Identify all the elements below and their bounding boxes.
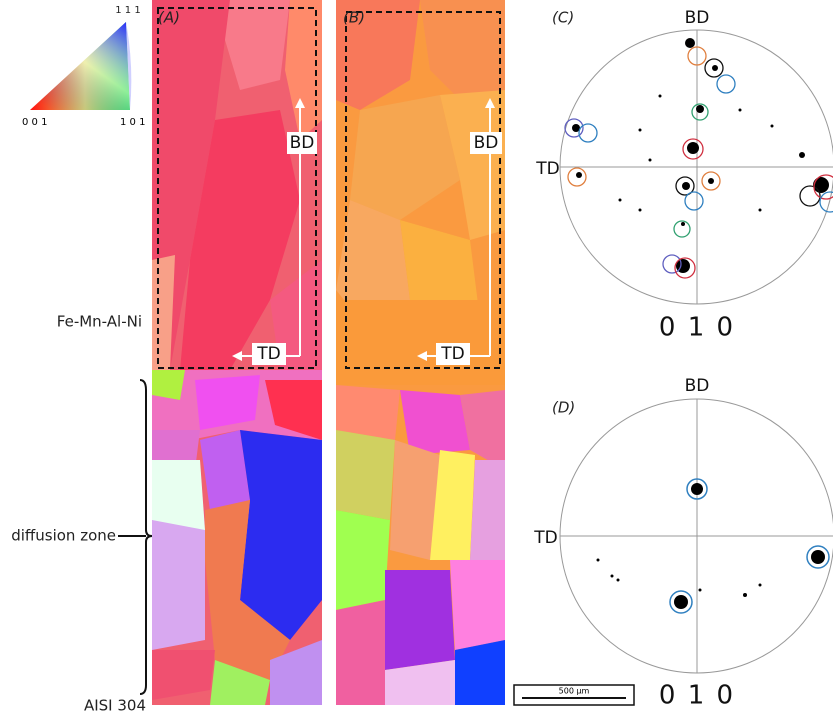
pole-left: TD xyxy=(535,159,559,179)
scale-bar-label: 500 µm xyxy=(559,687,590,696)
ipf-key: 1 1 1 0 0 1 1 0 1 xyxy=(22,5,145,128)
ipf-label: 1 1 1 xyxy=(115,5,140,16)
bd-label: BD xyxy=(290,133,315,153)
figure: 1 1 1 0 0 1 1 0 1 (A) BD TD (B) BD TD Fe… xyxy=(0,0,833,718)
ebsd-map-b xyxy=(336,0,505,705)
td-label: TD xyxy=(256,344,280,364)
panel-label: (A) xyxy=(158,9,180,27)
pole-figure-d xyxy=(560,399,833,673)
side-label: AISI 304 xyxy=(84,697,146,715)
td-label: TD xyxy=(440,344,464,364)
pole-top: BD xyxy=(685,8,710,28)
pole-figure-c xyxy=(560,30,833,304)
pole-bottom: 0 1 0 xyxy=(659,681,735,711)
side-label: Fe-Mn-Al-Ni xyxy=(57,313,142,331)
pole-top: BD xyxy=(685,376,710,396)
bd-label: BD xyxy=(474,133,499,153)
pole-left: TD xyxy=(533,528,557,548)
ipf-label: 1 0 1 xyxy=(120,117,145,128)
ipf-label: 0 0 1 xyxy=(22,117,47,128)
panel-label: (D) xyxy=(552,399,575,417)
panel-label: (B) xyxy=(343,9,365,27)
pole-bottom: 0 1 0 xyxy=(659,313,735,343)
panel-label: (C) xyxy=(552,9,574,27)
side-label: diffusion zone xyxy=(11,527,116,545)
